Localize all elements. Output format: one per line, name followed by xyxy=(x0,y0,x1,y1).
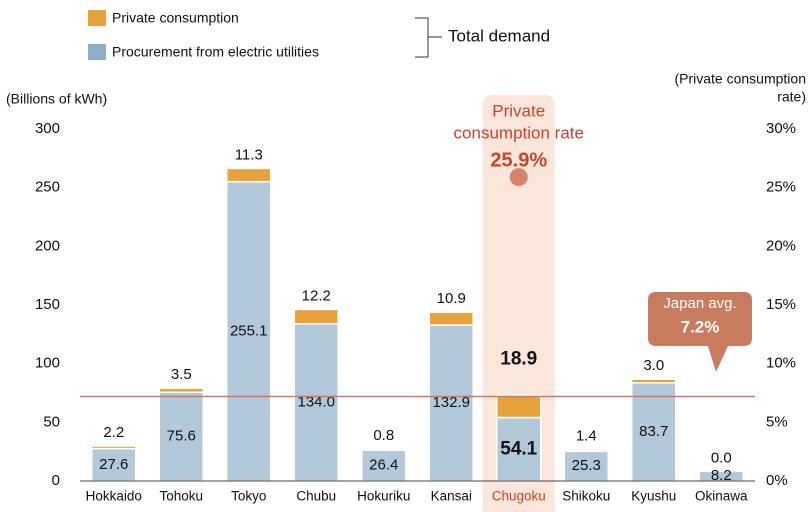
highlight-label: consumption rate xyxy=(454,123,584,142)
bar-segment xyxy=(293,308,339,325)
bar-segment xyxy=(226,180,272,482)
x-tick-label: Shikoku xyxy=(562,489,610,504)
bar-segment xyxy=(631,378,677,384)
y2-tick-label: 5% xyxy=(766,413,788,430)
bar-segment xyxy=(91,445,137,450)
x-tick-label: Tohoku xyxy=(159,489,203,504)
x-tick-label: Kansai xyxy=(431,489,472,504)
y-tick-label: 250 xyxy=(35,179,60,196)
legend-swatch xyxy=(88,10,106,26)
x-tick-label: Chubu xyxy=(296,489,336,504)
value-label: 75.6 xyxy=(167,428,196,445)
value-label: 134.0 xyxy=(297,393,335,410)
legend-swatch xyxy=(88,44,106,60)
x-tick-label: Chugoku xyxy=(492,489,546,504)
legend-label: Private consumption xyxy=(112,10,239,26)
value-label: 8.2 xyxy=(711,467,732,484)
value-label: 3.5 xyxy=(171,366,192,383)
rate-dot xyxy=(509,168,528,187)
value-label: 26.4 xyxy=(369,456,398,473)
y-tick-label: 50 xyxy=(43,413,60,430)
x-tick-label: Kyushu xyxy=(631,489,676,504)
y2-tick-label: 0% xyxy=(766,472,788,489)
highlight-label: Private xyxy=(492,101,545,120)
reference-value-label: 7.2% xyxy=(681,317,720,336)
value-label: 11.3 xyxy=(235,146,263,163)
bar-segment xyxy=(428,311,474,326)
value-label: 1.4 xyxy=(576,428,597,445)
x-tick-label: Tokyo xyxy=(231,489,266,504)
bar-segment xyxy=(158,387,204,394)
x-tick-label: Hokuriku xyxy=(357,489,410,504)
y2-tick-label: 30% xyxy=(766,120,796,137)
legend-bracket xyxy=(415,17,442,58)
bar-segment xyxy=(361,448,407,451)
x-tick-label: Okinawa xyxy=(695,489,748,504)
legend-label: Procurement from electric utilities xyxy=(112,44,319,60)
bar-segment xyxy=(563,448,609,453)
y-tick-label: 0 xyxy=(52,472,60,489)
y-tick-label: 100 xyxy=(35,355,60,372)
bar-segment xyxy=(631,382,677,482)
value-label: 255.1 xyxy=(230,322,268,339)
value-label: 12.2 xyxy=(302,287,331,304)
y2-tick-label: 15% xyxy=(766,296,796,313)
value-label: 83.7 xyxy=(639,423,668,440)
y-tick-label: 200 xyxy=(35,237,60,254)
y2-axis-label: rate) xyxy=(777,89,806,105)
value-label: 3.0 xyxy=(643,357,664,374)
x-tick-label: Hokkaido xyxy=(86,489,142,504)
y2-tick-label: 20% xyxy=(766,237,796,254)
value-label: 132.9 xyxy=(432,394,470,411)
reference-label: Japan avg. xyxy=(663,295,736,312)
value-label: 10.9 xyxy=(437,290,466,307)
bar-segment xyxy=(496,394,542,419)
value-label: 27.6 xyxy=(99,456,128,473)
value-label: 2.2 xyxy=(103,424,124,441)
y-tick-label: 150 xyxy=(35,296,60,313)
bar-segment xyxy=(293,323,339,482)
reference-callout xyxy=(648,292,752,372)
bar-segment xyxy=(563,450,609,482)
y2-tick-label: 10% xyxy=(766,355,796,372)
legend-group-label: Total demand xyxy=(448,26,550,45)
y2-tick-label: 25% xyxy=(766,179,796,196)
bar-segment xyxy=(226,167,272,183)
value-label: 0.0 xyxy=(711,449,732,466)
value-label: 18.9 xyxy=(500,348,537,369)
highlight-value-label: 25.9% xyxy=(490,149,547,171)
y-tick-label: 300 xyxy=(35,120,60,137)
value-label: 54.1 xyxy=(500,438,537,459)
value-label: 0.8 xyxy=(373,427,394,444)
y2-axis-label: (Private consumption xyxy=(674,71,806,87)
y-axis-label: (Billions of kWh) xyxy=(6,91,107,107)
value-label: 25.3 xyxy=(572,457,601,474)
